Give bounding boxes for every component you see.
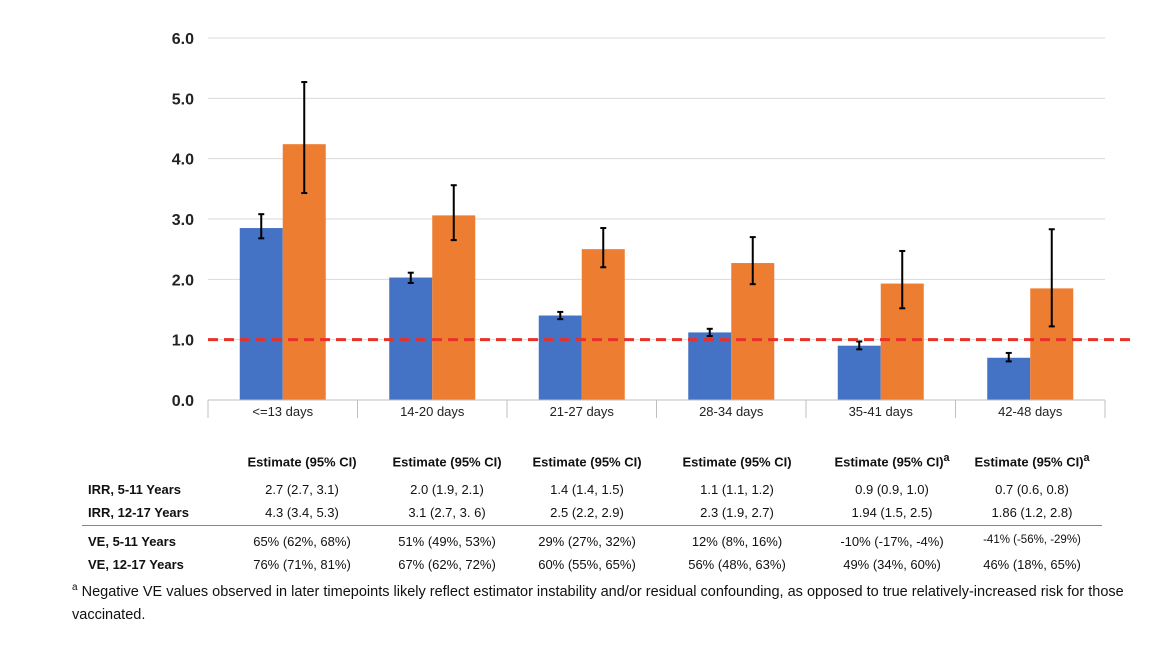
footnote: a Negative VE values observed in later t… [72,576,1132,627]
table-cell: 1.94 (1.5, 2.5) [851,505,933,520]
x-axis-category-labels: <=13 days 14-20 days 21-27 days 28-34 days 3… [252,404,1063,419]
x-tick-label: 35-41 days [849,404,914,419]
table-header: Estimate (95% CI) [532,454,642,470]
bars [239,144,1074,400]
table-row: IRR, 5-11 Years 2.7 (2.7, 3.1) 2.0 (1.9,… [82,482,1102,502]
table-header: Estimate (95% CI) [247,454,357,470]
table-row: VE, 12-17 Years 76% (71%, 81%) 67% (62%,… [82,557,1102,577]
x-tick-label: 14-20 days [400,404,465,419]
bar-series-1 [837,345,881,400]
y-tick-label: 3.0 [172,212,194,229]
table-header: Estimate (95% CI) [682,454,792,470]
table-cell: 51% (49%, 53%) [398,534,496,549]
table-cell: 1.1 (1.1, 1.2) [700,482,774,497]
table-cell: 67% (62%, 72%) [398,557,496,572]
table-cell: 29% (27%, 32%) [538,534,636,549]
x-tick-label: <=13 days [252,404,313,419]
table-cell: 2.7 (2.7, 3.1) [265,482,339,497]
row-label: VE, 5-11 Years [88,534,176,549]
table-cell: 0.7 (0.6, 0.8) [995,482,1069,497]
table-cell: 49% (34%, 60%) [843,557,941,572]
x-tick-label: 28-34 days [699,404,764,419]
table-cell: -10% (-17%, -4%) [840,534,944,549]
row-label: VE, 12-17 Years [88,557,184,572]
table-cell: 2.0 (1.9, 2.1) [410,482,484,497]
table-row: IRR, 12-17 Years 4.3 (3.4, 5.3) 3.1 (2.7… [82,505,1102,525]
bar-series-1 [688,332,732,400]
y-tick-label: 6.0 [172,31,194,48]
bar-series-2 [581,249,625,400]
table-divider [82,525,1102,526]
y-tick-label: 0.0 [172,393,194,410]
table-cell: 46% (18%, 65%) [983,557,1081,572]
table-cell: 0.9 (0.9, 1.0) [855,482,929,497]
bar-series-2 [731,263,775,400]
table-cell: 76% (71%, 81%) [253,557,351,572]
row-label: IRR, 12-17 Years [88,505,189,520]
table-cell: -41% (-56%, -29%) [983,534,1081,546]
table-cell: 2.3 (1.9, 2.7) [700,505,774,520]
table-header-row: Estimate (95% CI) Estimate (95% CI) Esti… [82,452,1102,472]
table-cell: 12% (8%, 16%) [691,534,783,549]
table-cell: 1.4 (1.4, 1.5) [550,482,624,497]
table-cell: 1.86 (1.2, 2.8) [991,505,1073,520]
y-axis-ticks: 0.0 1.0 2.0 3.0 4.0 5.0 6.0 [172,31,194,410]
footnote-text: Negative VE values observed in later tim… [72,583,1124,623]
bar-series-1 [239,228,283,400]
y-tick-label: 4.0 [172,152,194,169]
irr-bar-chart: 0.0 1.0 2.0 3.0 4.0 5.0 6.0 <=13 days 14-20 day… [172,31,1130,419]
table-header: Estimate (95% CI)a [834,452,950,470]
row-label: IRR, 5-11 Years [88,482,181,497]
table-cell: 4.3 (3.4, 5.3) [265,505,339,520]
table-header: Estimate (95% CI) [392,454,502,470]
table-cell: 3.1 (2.7, 3. 6) [408,505,486,520]
y-tick-label: 5.0 [172,91,194,108]
x-tick-label: 42-48 days [998,404,1063,419]
bar-series-2 [432,215,476,400]
table-cell: 56% (48%, 63%) [688,557,786,572]
bar-series-1 [987,357,1031,400]
table-cell: 60% (55%, 65%) [538,557,636,572]
y-tick-label: 1.0 [172,333,194,350]
x-axis [207,399,1106,418]
error-bars [258,81,1055,363]
gridlines [208,37,1105,341]
bar-series-1 [538,315,582,400]
footnote-marker: a [72,582,78,593]
y-tick-label: 2.0 [172,272,194,289]
table-header: Estimate (95% CI)a [974,452,1090,470]
table-row: VE, 5-11 Years 65% (62%, 68%) 51% (49%, … [82,534,1102,554]
table-cell: 2.5 (2.2, 2.9) [550,505,624,520]
x-tick-label: 21-27 days [550,404,615,419]
table-cell: 65% (62%, 68%) [253,534,351,549]
